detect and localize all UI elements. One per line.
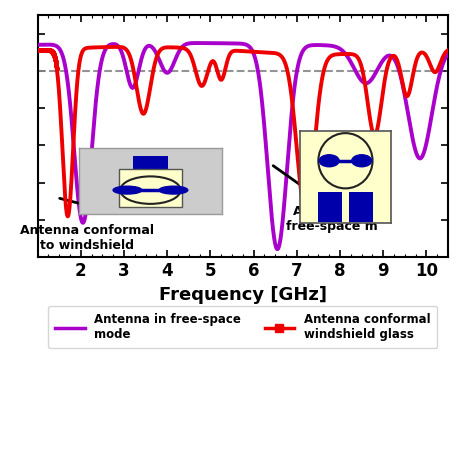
Legend: Antenna in free-space
mode, Antenna conformal
windshield glass: Antenna in free-space mode, Antenna conf… bbox=[48, 306, 438, 348]
X-axis label: Frequency [GHz]: Frequency [GHz] bbox=[159, 286, 327, 304]
Text: Antenna in
free-space m: Antenna in free-space m bbox=[285, 205, 377, 233]
Text: Antenna conformal
to windshield: Antenna conformal to windshield bbox=[20, 224, 154, 252]
